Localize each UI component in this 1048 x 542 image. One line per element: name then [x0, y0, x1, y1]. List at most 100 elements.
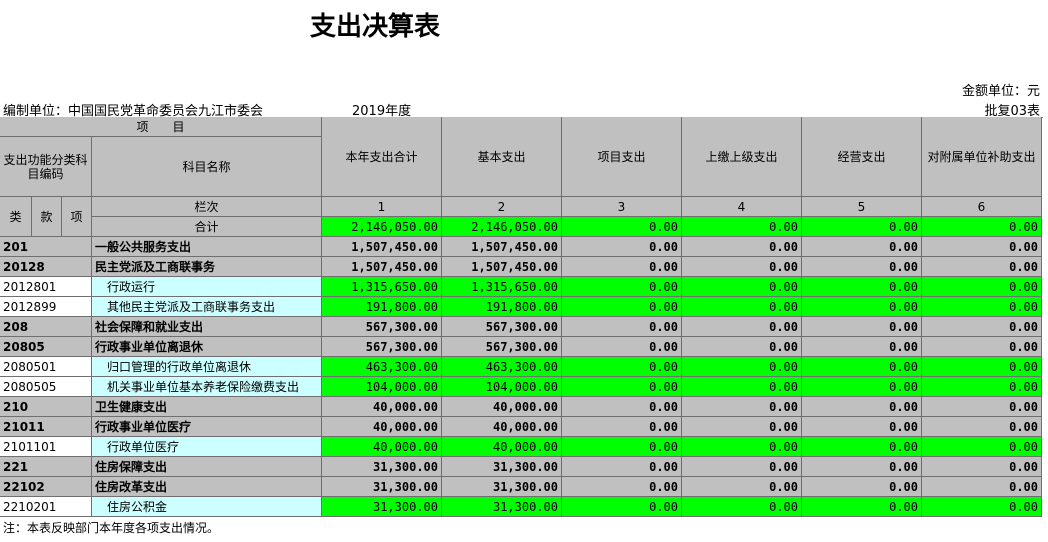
row-value: 0.00 [682, 297, 802, 317]
row-value: 40,000.00 [442, 417, 562, 437]
column-header: 上缴上级支出 [682, 117, 802, 197]
total-value: 2,146,050.00 [322, 217, 442, 237]
row-value: 0.00 [682, 357, 802, 377]
row-value: 0.00 [922, 437, 1042, 457]
row-value: 104,000.00 [322, 377, 442, 397]
row-value: 31,300.00 [322, 497, 442, 517]
row-value: 567,300.00 [442, 337, 562, 357]
row-name: 归口管理的行政单位离退休 [92, 357, 322, 377]
row-value: 0.00 [802, 417, 922, 437]
row-value: 0.00 [802, 257, 922, 277]
row-value: 0.00 [802, 477, 922, 497]
column-number: 5 [802, 197, 922, 217]
index-label: 栏次 [92, 197, 322, 217]
row-value: 0.00 [922, 497, 1042, 517]
row-code: 2012801 [0, 277, 92, 297]
name-header: 科目名称 [92, 137, 322, 197]
row-value: 31,300.00 [322, 457, 442, 477]
row-value: 0.00 [562, 437, 682, 457]
row-value: 0.00 [802, 357, 922, 377]
row-name: 行政事业单位医疗 [92, 417, 322, 437]
column-number: 3 [562, 197, 682, 217]
row-value: 0.00 [922, 477, 1042, 497]
row-value: 0.00 [562, 377, 682, 397]
row-code: 2101101 [0, 437, 92, 457]
total-value: 0.00 [682, 217, 802, 237]
row-value: 0.00 [802, 397, 922, 417]
row-value: 0.00 [682, 417, 802, 437]
row-value: 191,800.00 [322, 297, 442, 317]
column-number: 2 [442, 197, 562, 217]
row-value: 40,000.00 [322, 437, 442, 457]
row-value: 0.00 [562, 397, 682, 417]
row-code: 210 [0, 397, 92, 417]
column-header: 本年支出合计 [322, 117, 442, 197]
row-name: 机关事业单位基本养老保险缴费支出 [92, 377, 322, 397]
row-value: 0.00 [922, 337, 1042, 357]
row-value: 0.00 [562, 237, 682, 257]
year: 2019年度 [352, 104, 412, 119]
row-value: 0.00 [682, 457, 802, 477]
row-value: 0.00 [922, 377, 1042, 397]
row-name: 民主党派及工商联事务 [92, 257, 322, 277]
row-value: 1,507,450.00 [442, 257, 562, 277]
row-name: 住房改革支出 [92, 477, 322, 497]
row-value: 31,300.00 [322, 477, 442, 497]
row-code: 2080505 [0, 377, 92, 397]
row-value: 1,507,450.00 [322, 257, 442, 277]
row-name: 住房公积金 [92, 497, 322, 517]
row-value: 0.00 [682, 257, 802, 277]
column-header: 基本支出 [442, 117, 562, 197]
row-value: 0.00 [922, 457, 1042, 477]
row-name: 行政运行 [92, 277, 322, 297]
row-value: 104,000.00 [442, 377, 562, 397]
row-value: 463,300.00 [322, 357, 442, 377]
column-number: 6 [922, 197, 1042, 217]
row-value: 0.00 [922, 237, 1042, 257]
row-value: 0.00 [682, 477, 802, 497]
row-value: 40,000.00 [442, 437, 562, 457]
row-code: 20128 [0, 257, 92, 277]
row-value: 0.00 [562, 277, 682, 297]
row-name: 一般公共服务支出 [92, 237, 322, 257]
row-value: 0.00 [802, 317, 922, 337]
unit: 金额单位：元 [961, 84, 1040, 99]
row-name: 卫生健康支出 [92, 397, 322, 417]
row-value: 0.00 [922, 317, 1042, 337]
row-value: 0.00 [562, 477, 682, 497]
row-code: 2210201 [0, 497, 92, 517]
row-value: 31,300.00 [442, 477, 562, 497]
row-value: 567,300.00 [322, 317, 442, 337]
row-value: 0.00 [682, 317, 802, 337]
column-header: 项目支出 [562, 117, 682, 197]
row-value: 0.00 [682, 277, 802, 297]
row-value: 0.00 [562, 357, 682, 377]
row-value: 0.00 [802, 237, 922, 257]
row-value: 191,800.00 [442, 297, 562, 317]
row-value: 0.00 [562, 417, 682, 437]
form-no: 批复03表 [984, 104, 1040, 119]
row-value: 0.00 [802, 497, 922, 517]
row-value: 0.00 [562, 257, 682, 277]
row-value: 0.00 [802, 437, 922, 457]
row-code: 221 [0, 457, 92, 477]
row-code: 22102 [0, 477, 92, 497]
row-value: 463,300.00 [442, 357, 562, 377]
row-value: 1,507,450.00 [322, 237, 442, 257]
total-value: 0.00 [802, 217, 922, 237]
row-value: 0.00 [922, 277, 1042, 297]
row-value: 0.00 [682, 497, 802, 517]
row-name: 住房保障支出 [92, 457, 322, 477]
column-header: 对附属单位补助支出 [922, 117, 1042, 197]
note: 注：本表反映部门本年度各项支出情况。 [3, 521, 220, 535]
row-value: 0.00 [562, 317, 682, 337]
column-number: 4 [682, 197, 802, 217]
row-value: 0.00 [922, 357, 1042, 377]
row-code: 20805 [0, 337, 92, 357]
row-code: 208 [0, 317, 92, 337]
row-value: 40,000.00 [322, 397, 442, 417]
row-value: 31,300.00 [442, 497, 562, 517]
column-number: 1 [322, 197, 442, 217]
row-value: 0.00 [922, 397, 1042, 417]
